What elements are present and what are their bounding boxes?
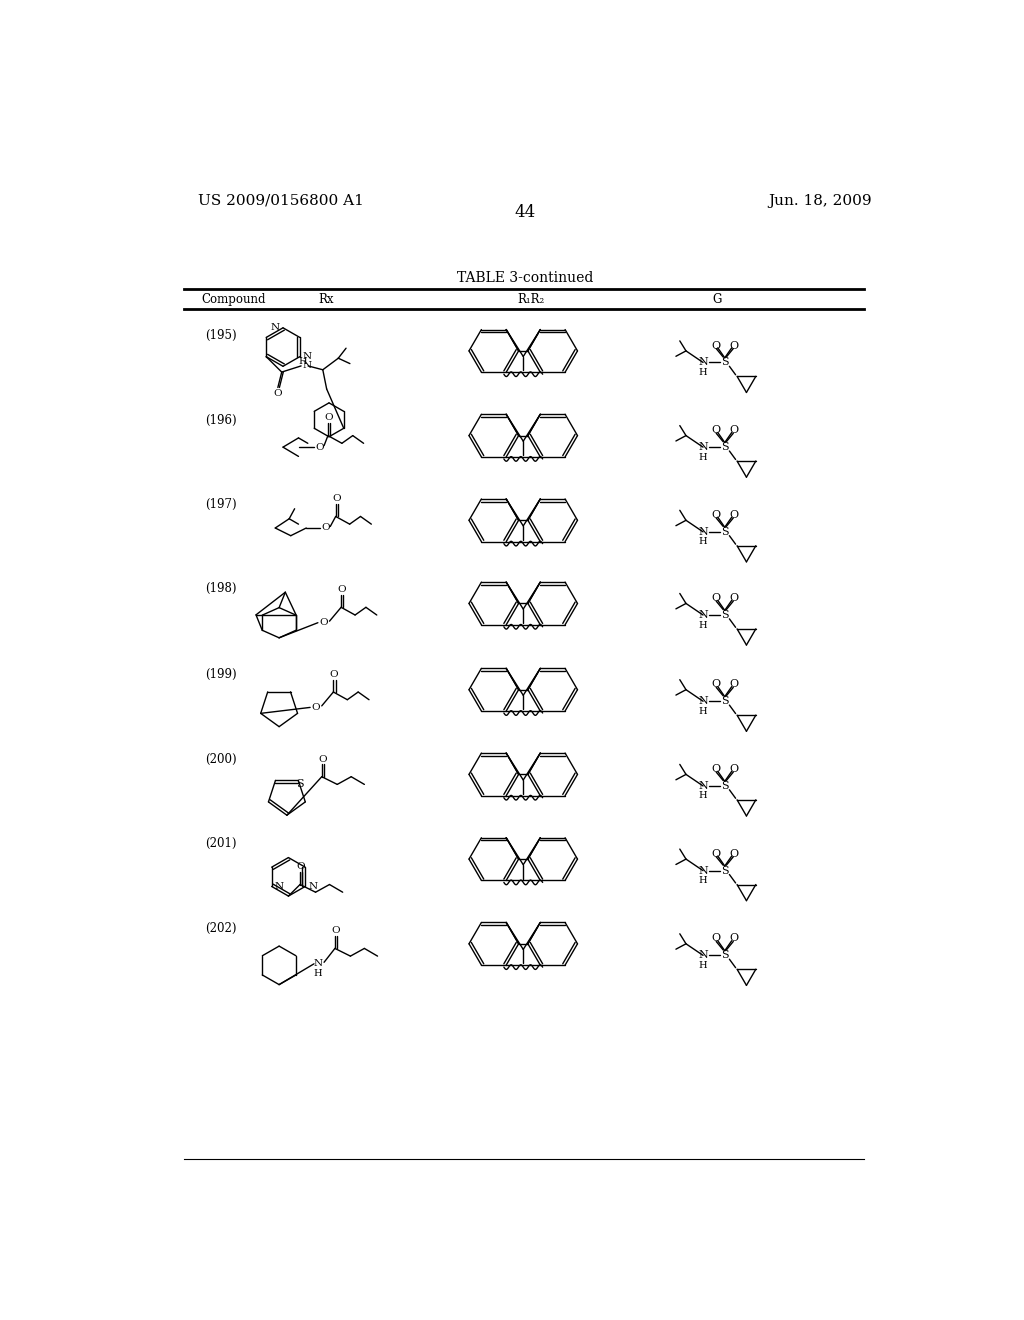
Text: O: O <box>315 442 324 451</box>
Text: H: H <box>298 356 307 366</box>
Text: O: O <box>711 680 720 689</box>
Text: O: O <box>729 849 738 859</box>
Text: O: O <box>325 413 333 422</box>
Text: Rx: Rx <box>317 293 334 306</box>
Text: O: O <box>319 618 328 627</box>
Text: (196): (196) <box>206 413 238 426</box>
Text: (199): (199) <box>206 668 238 681</box>
Text: O: O <box>332 927 340 935</box>
Text: O: O <box>711 510 720 520</box>
Text: O: O <box>711 425 720 436</box>
Text: H: H <box>698 537 708 546</box>
Text: S: S <box>721 358 728 367</box>
Text: S: S <box>721 527 728 537</box>
Text: O: O <box>322 524 330 532</box>
Text: O: O <box>729 764 738 774</box>
Text: N: N <box>698 442 708 453</box>
Text: N: N <box>308 882 317 891</box>
Text: S: S <box>721 950 728 961</box>
Text: H: H <box>698 792 708 800</box>
Text: (200): (200) <box>206 752 238 766</box>
Text: S: S <box>721 781 728 791</box>
Text: O: O <box>332 494 341 503</box>
Text: O: O <box>729 341 738 351</box>
Text: R₁R₂: R₁R₂ <box>517 293 545 306</box>
Text: O: O <box>273 389 283 399</box>
Text: N: N <box>698 950 708 961</box>
Text: S: S <box>296 779 304 789</box>
Text: O: O <box>729 510 738 520</box>
Text: N: N <box>698 781 708 791</box>
Text: N: N <box>698 358 708 367</box>
Text: O: O <box>711 341 720 351</box>
Text: O: O <box>711 764 720 774</box>
Text: O: O <box>311 704 319 711</box>
Text: O: O <box>297 862 305 871</box>
Text: (198): (198) <box>206 582 237 594</box>
Text: O: O <box>711 849 720 859</box>
Text: US 2009/0156800 A1: US 2009/0156800 A1 <box>198 194 364 207</box>
Text: O: O <box>711 593 720 603</box>
Text: N: N <box>698 527 708 537</box>
Text: N: N <box>698 610 708 620</box>
Text: O: O <box>330 669 339 678</box>
Text: Compound: Compound <box>202 293 266 306</box>
Text: G: G <box>713 293 722 306</box>
Text: O: O <box>729 680 738 689</box>
Text: Jun. 18, 2009: Jun. 18, 2009 <box>768 194 872 207</box>
Text: 44: 44 <box>514 203 536 220</box>
Text: H: H <box>313 969 323 978</box>
Text: N: N <box>698 866 708 875</box>
Text: H: H <box>698 876 708 886</box>
Text: O: O <box>338 585 346 594</box>
Text: (202): (202) <box>206 921 237 935</box>
Text: (197): (197) <box>206 499 238 511</box>
Text: N: N <box>274 882 284 891</box>
Text: (195): (195) <box>206 329 238 342</box>
Text: TABLE 3-continued: TABLE 3-continued <box>457 271 593 285</box>
Text: O: O <box>318 755 327 763</box>
Text: H: H <box>698 961 708 970</box>
Text: N: N <box>303 352 312 362</box>
Text: O: O <box>729 933 738 944</box>
Text: O: O <box>729 593 738 603</box>
Text: N: N <box>313 960 323 969</box>
Text: O: O <box>711 933 720 944</box>
Text: H: H <box>698 620 708 630</box>
Text: S: S <box>721 696 728 706</box>
Text: S: S <box>721 866 728 875</box>
Text: H: H <box>698 706 708 715</box>
Text: N: N <box>303 362 311 371</box>
Text: S: S <box>721 442 728 453</box>
Text: (201): (201) <box>206 837 237 850</box>
Text: N: N <box>270 323 280 333</box>
Text: H: H <box>698 453 708 462</box>
Text: N: N <box>698 696 708 706</box>
Text: S: S <box>721 610 728 620</box>
Text: H: H <box>698 368 708 378</box>
Text: O: O <box>729 425 738 436</box>
